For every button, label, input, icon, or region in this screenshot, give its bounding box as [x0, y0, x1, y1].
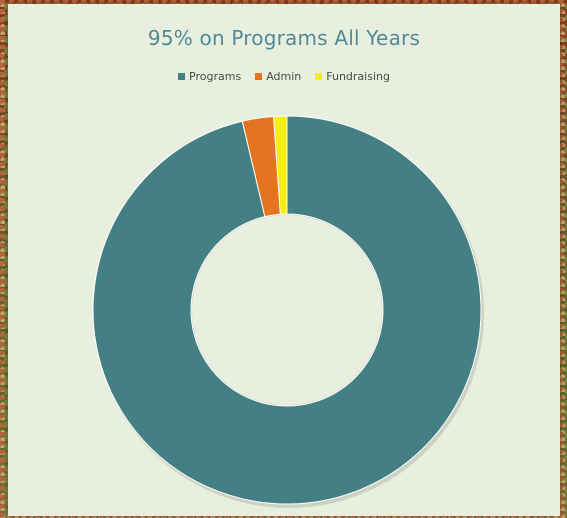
legend-swatch-fundraising [315, 73, 323, 80]
chart-title: 95% on Programs All Years [147, 26, 421, 50]
legend-item-fundraising: Fundraising [315, 70, 390, 83]
legend-label-fundraising: Fundraising [326, 70, 390, 83]
donut-slice-programs [92, 115, 482, 505]
legend-swatch-programs [178, 73, 186, 80]
legend-swatch-admin [255, 73, 263, 80]
donut-chart [92, 115, 484, 508]
donut-hole [192, 215, 382, 405]
legend-item-admin: Admin [255, 70, 301, 83]
donut-slice-fundraising [273, 115, 288, 215]
legend-item-programs: Programs [178, 70, 241, 83]
chart-panel: 95% on Programs All Years Programs Admin… [8, 4, 560, 516]
legend-label-programs: Programs [189, 70, 242, 83]
chart-legend: Programs Admin Fundraising [8, 70, 560, 83]
legend-label-admin: Admin [266, 70, 302, 83]
